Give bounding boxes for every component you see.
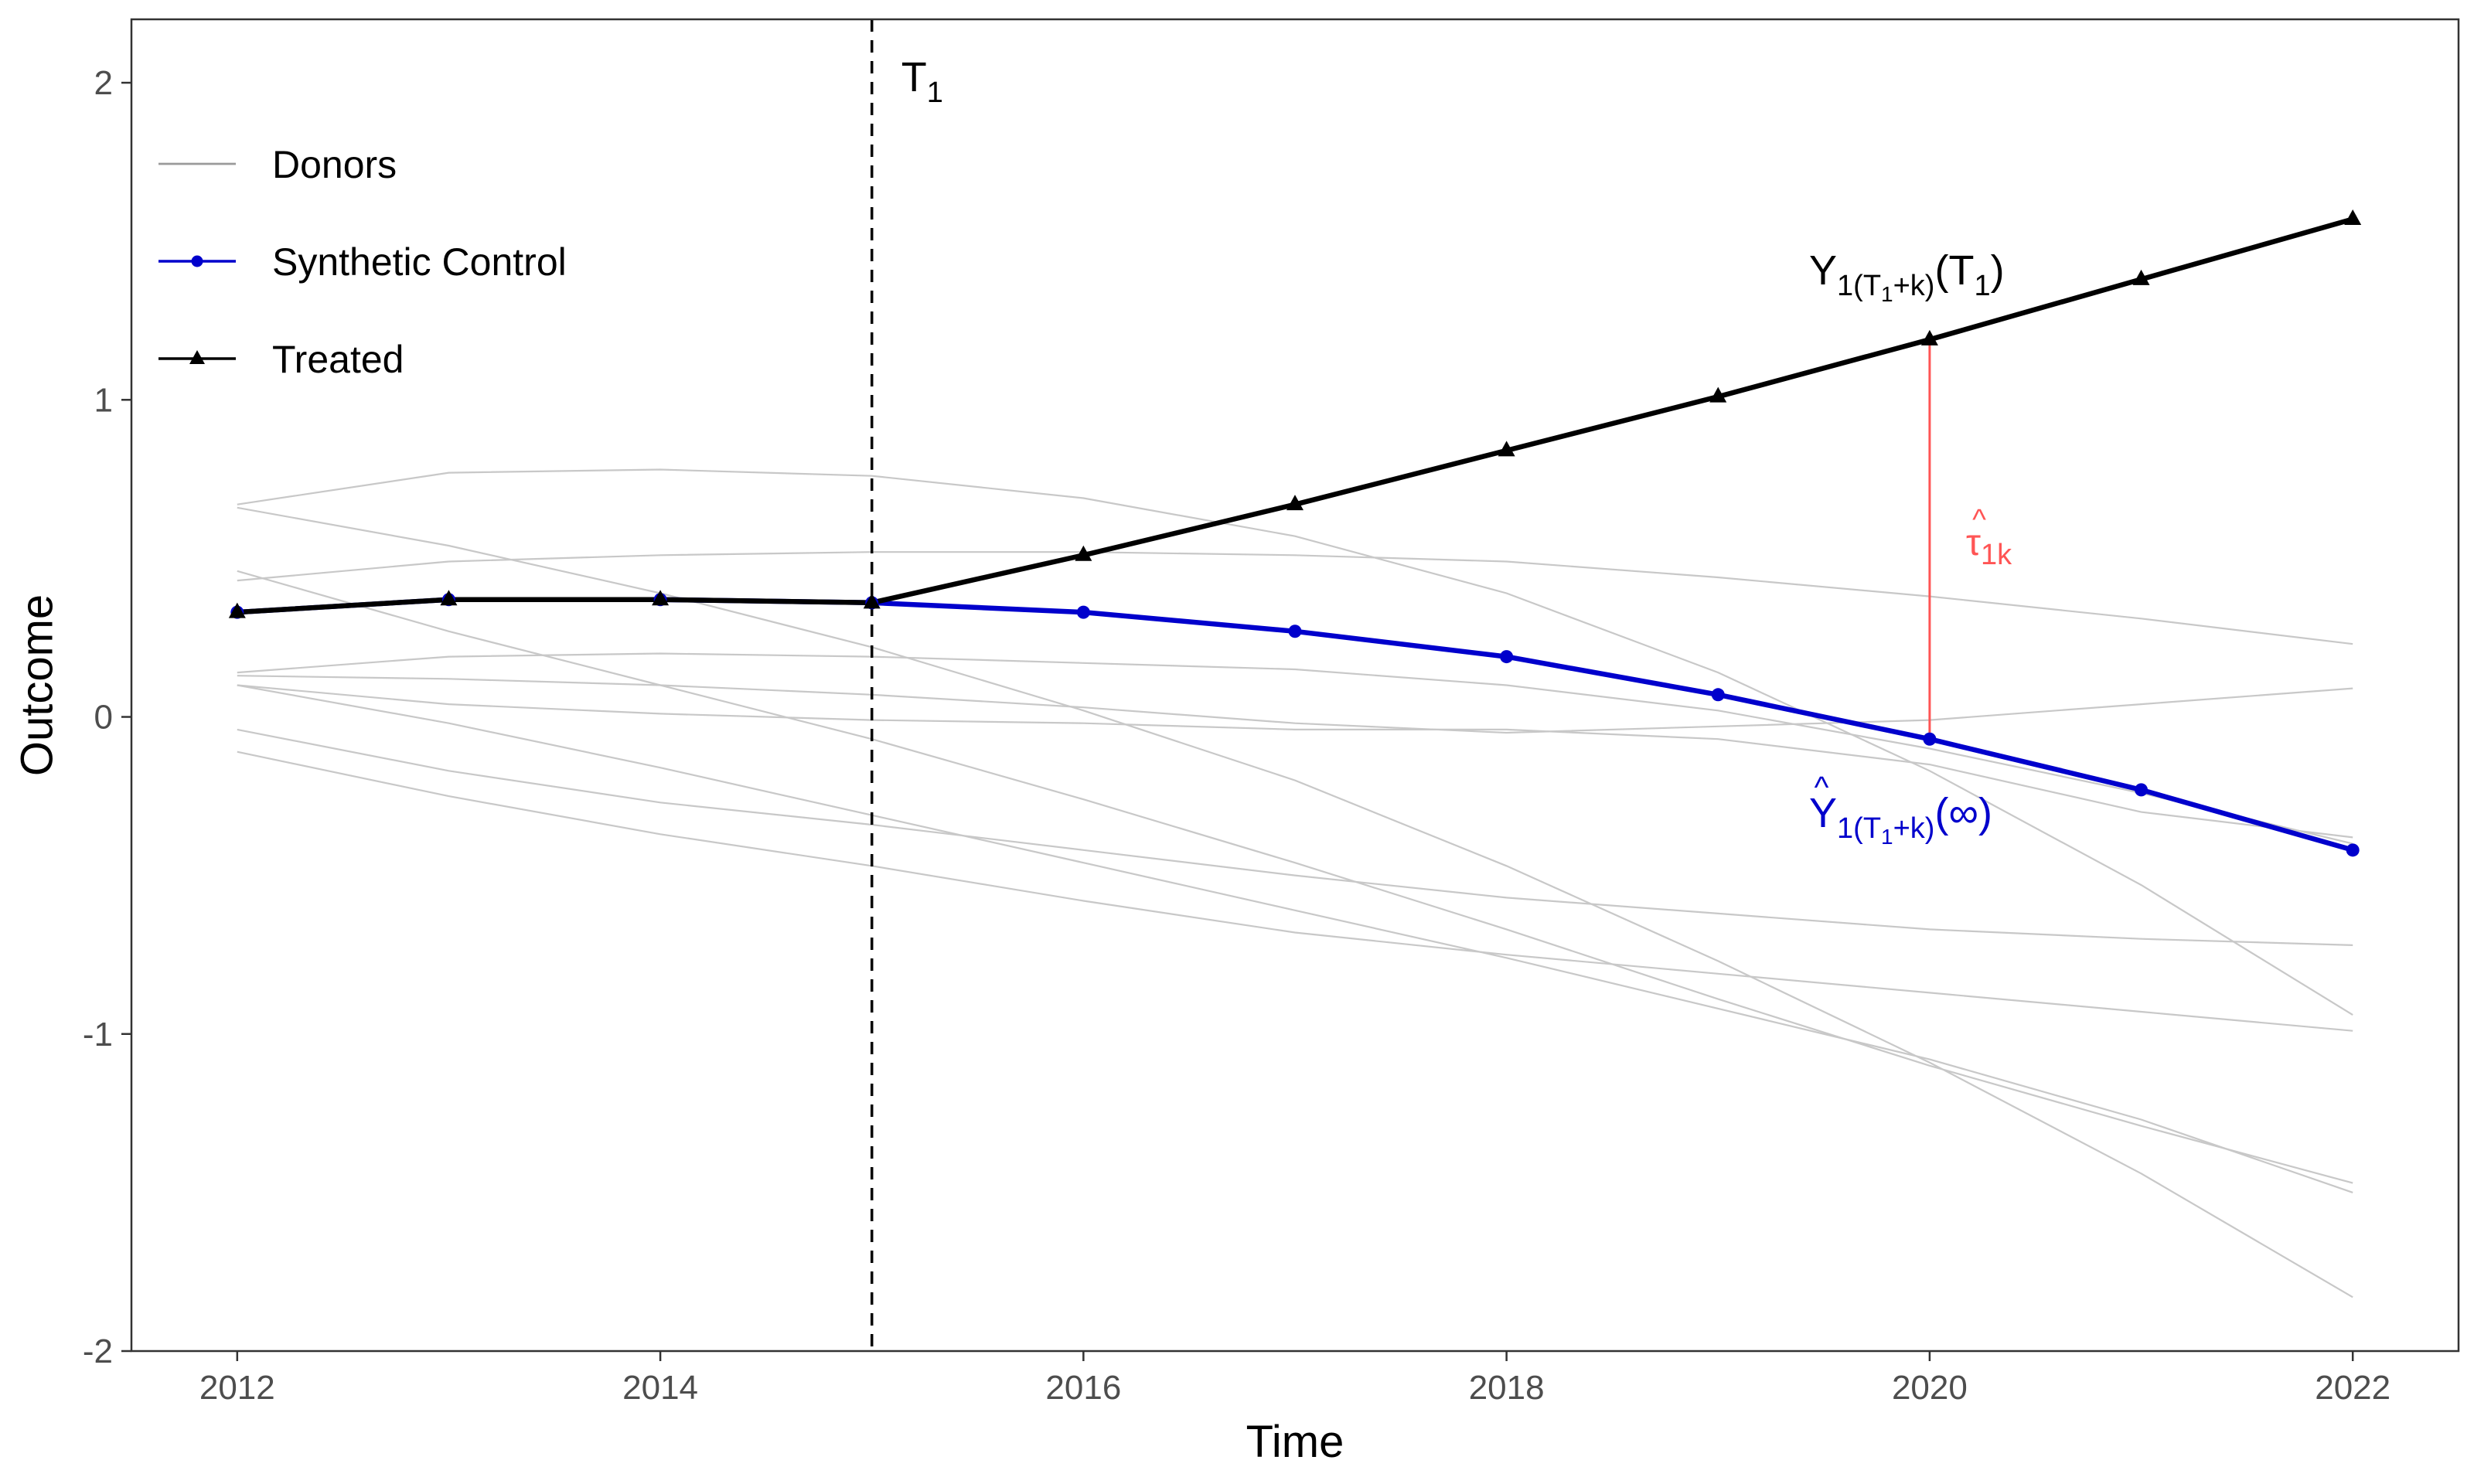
- synthetic-estimate-label: ^Y1(T1+k)(∞): [1809, 771, 1992, 849]
- treated-point: [863, 593, 881, 609]
- panel-border: [130, 18, 2460, 1353]
- treated-outcome-label: Y1(T1+k)(T1): [1809, 247, 2005, 306]
- y-tick-label: 2: [94, 64, 113, 102]
- x-axis-title: Time: [1246, 1417, 1344, 1467]
- x-tick-label: 2012: [199, 1369, 275, 1407]
- synthetic-estimate-text: Y1(T1+k)(∞): [1809, 790, 1992, 849]
- y-tick-label: 0: [94, 699, 113, 737]
- synthetic-control-point: [2135, 783, 2149, 797]
- donor-line-5: [237, 652, 2353, 845]
- legend-label: Donors: [272, 143, 397, 186]
- x-tick-label: 2022: [2315, 1369, 2391, 1407]
- y-axis-title: Outcome: [12, 594, 62, 776]
- x-tick-label: 2016: [1045, 1369, 1121, 1407]
- treated-point: [1075, 545, 1092, 561]
- effect-label-text: τ1k: [1966, 522, 2012, 571]
- legend-key-marker: [191, 255, 203, 267]
- treatment-time-label: T1: [901, 54, 943, 109]
- x-tick-label: 2014: [622, 1369, 698, 1407]
- synthetic-hat-mark: ^: [1815, 771, 1829, 805]
- donor-lines: [237, 468, 2353, 1298]
- synthetic-control-point: [1076, 605, 1090, 619]
- synthetic-control-point: [1288, 625, 1302, 638]
- treated-point: [2132, 269, 2150, 285]
- treated-point: [440, 590, 458, 606]
- y-tick-label: -1: [83, 1016, 113, 1053]
- series-markers: [228, 209, 2362, 857]
- effect-label: ^τ1k: [1966, 504, 2012, 571]
- donor-line-4: [237, 551, 2353, 645]
- donor-line-2: [237, 506, 2353, 1298]
- legend-key-marker: [189, 350, 205, 364]
- synthetic-control-point: [1711, 688, 1725, 702]
- donor-line-1: [237, 468, 2353, 1016]
- treated-point: [1920, 329, 1938, 345]
- effect-hat-mark: ^: [1972, 504, 1986, 536]
- legend-label: Treated: [272, 338, 404, 381]
- legend-item-donors: Donors: [158, 143, 397, 186]
- y-tick-label: 1: [94, 381, 113, 419]
- donor-line-10: [237, 751, 2353, 1032]
- x-tick-label: 2018: [1469, 1369, 1545, 1407]
- treated-point: [228, 602, 246, 618]
- donor-line-3: [237, 570, 2353, 1184]
- treated-point: [2344, 209, 2362, 225]
- donor-line-8: [237, 684, 2353, 1193]
- legend-item-synthetic-control: Synthetic Control: [158, 240, 567, 284]
- treated-point: [1709, 386, 1727, 403]
- treated-point: [652, 590, 670, 606]
- synthetic-control-point: [2346, 843, 2360, 857]
- donor-line-6: [237, 675, 2353, 734]
- y-tick-label: -2: [83, 1333, 113, 1370]
- axes: 2012 2014 2016 2018 2020 2022 -2 -1 0 1 2 Time Outco…: [12, 64, 2391, 1467]
- treated-point: [1286, 495, 1303, 511]
- synthetic-control-point: [1500, 650, 1514, 664]
- legend-item-treated: Treated: [158, 338, 404, 381]
- x-tick-label: 2020: [1892, 1369, 1968, 1407]
- donor-line-9: [237, 728, 2353, 946]
- donor-line-7: [237, 684, 2353, 839]
- treated-point: [1498, 441, 1515, 457]
- synthetic-control-point: [1923, 732, 1937, 746]
- legend-label: Synthetic Control: [272, 240, 567, 284]
- legend: Donors Synthetic Control Treated: [158, 143, 567, 381]
